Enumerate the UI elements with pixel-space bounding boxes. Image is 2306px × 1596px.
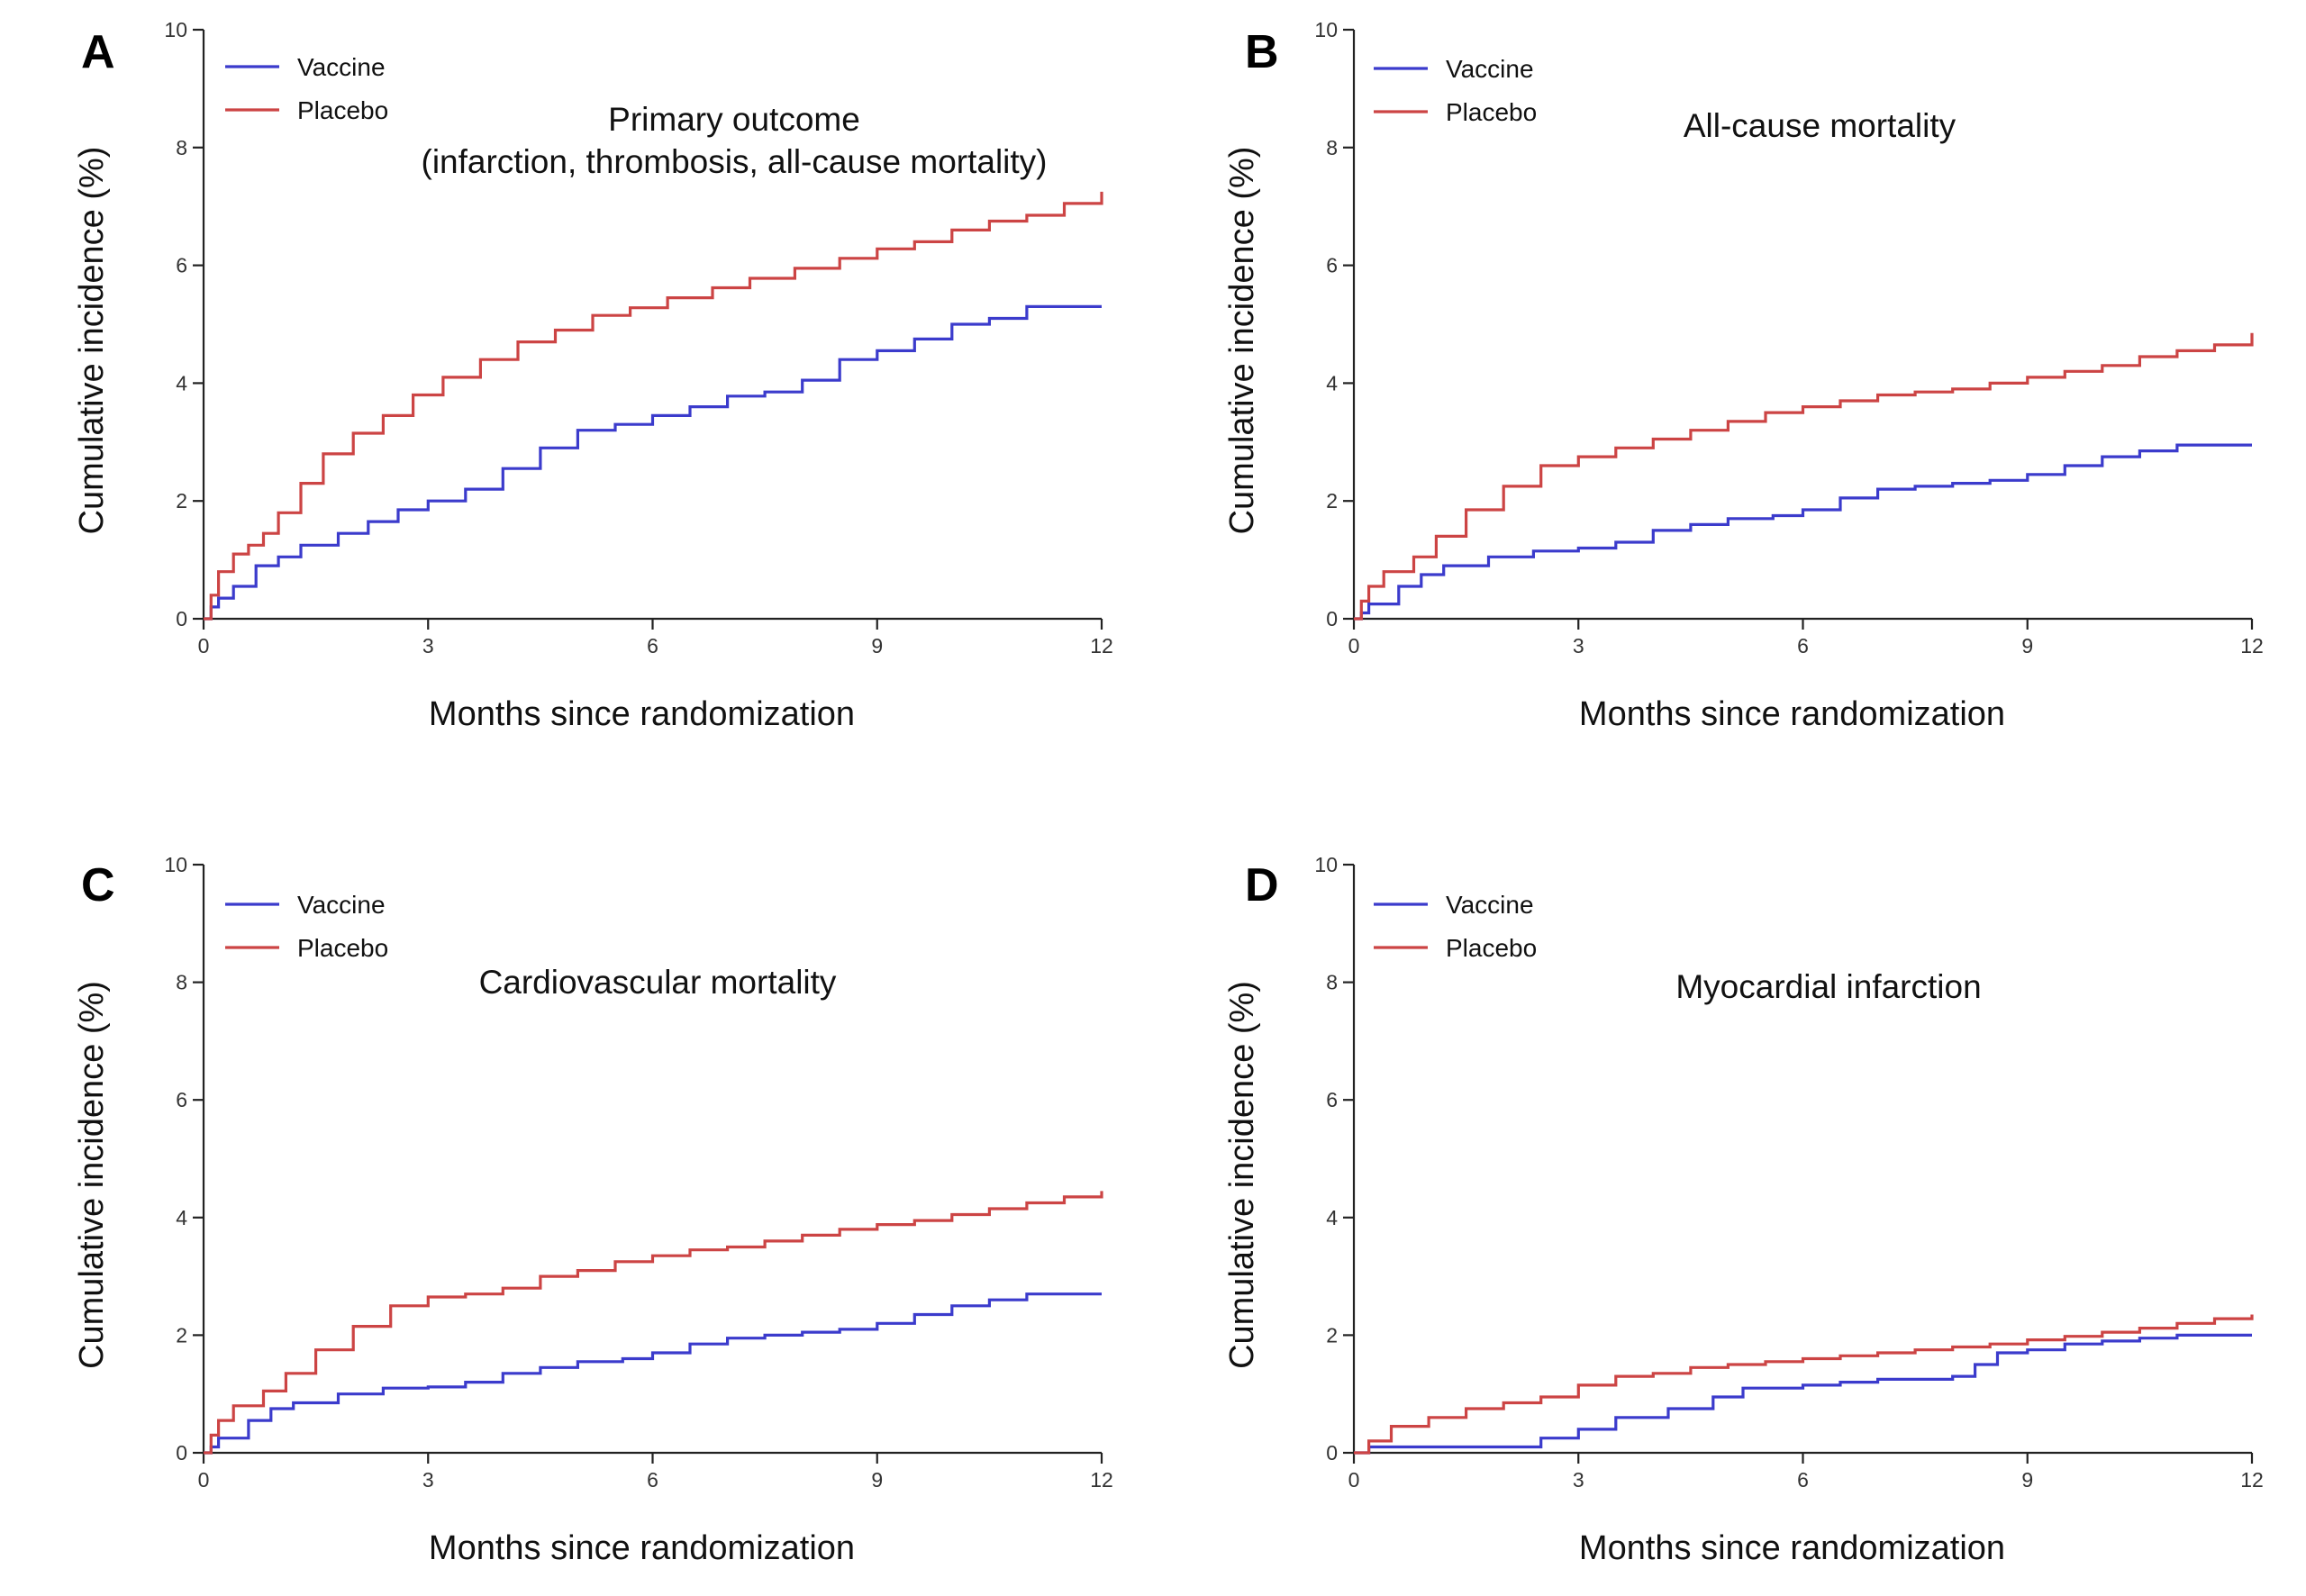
panel-b-series-vaccine-line — [1354, 443, 2252, 621]
panel-c-series-vaccine-line — [204, 1292, 1102, 1455]
panel-c-x-tick-label: 3 — [422, 1468, 434, 1492]
panel-b-legend-placebo-label: Placebo — [1446, 98, 1537, 126]
panel-c-legend-vaccine-label: Vaccine — [297, 891, 386, 919]
panel-a-y-tick-label: 0 — [176, 607, 187, 630]
panel-d-y-tick-label: 0 — [1326, 1441, 1338, 1465]
panel-c-x-axis-title: Months since randomization — [429, 1529, 855, 1567]
panel-a-x-tick-label: 9 — [871, 634, 883, 657]
panel-d-y-tick-label: 2 — [1326, 1323, 1338, 1347]
panel-c-y-tick-label: 6 — [176, 1088, 187, 1111]
panel-a-x-axis-title: Months since randomization — [429, 695, 855, 733]
panel-b-y-tick-label: 0 — [1326, 607, 1338, 630]
panel-c-y-tick-label: 0 — [176, 1441, 187, 1465]
panel-b-letter: B — [1245, 26, 1279, 78]
panel-d-x-tick-label: 12 — [2240, 1468, 2264, 1492]
panel-c-chart: 0 3 6 9 12 0 2 4 6 8 10 Months since randomization C… — [73, 853, 1113, 1567]
panel-d-legend-placebo-label: Placebo — [1446, 934, 1537, 962]
panel-c-title-line: Cardiovascular mortality — [479, 964, 837, 1001]
panel-a-y-tick-label: 6 — [176, 254, 187, 277]
panel-b-y-axis-title: Cumulative incidence (%) — [1223, 147, 1261, 535]
panel-a-x-tick-label: 12 — [1090, 634, 1113, 657]
panel-c-y-tick-label: 10 — [164, 853, 187, 876]
panel-a-y-tick-label: 4 — [176, 371, 187, 394]
panel-b-legend-vaccine-label: Vaccine — [1446, 55, 1534, 83]
panel-a-series-vaccine-line — [204, 304, 1102, 621]
panel-b-chart: 0 3 6 9 12 0 2 4 6 8 10 Months since randomization C… — [1223, 18, 2264, 733]
panel-a-title-line: Primary outcome — [608, 101, 860, 138]
panel-a-letter: A — [81, 26, 115, 78]
panel-c-x-tick-label: 6 — [647, 1468, 658, 1492]
panel-c-y-tick-label: 4 — [176, 1206, 187, 1229]
panel-d-x-tick-label: 6 — [1797, 1468, 1809, 1492]
panel-b-y-tick-label: 8 — [1326, 136, 1338, 159]
panel-d-y-axis-title: Cumulative incidence (%) — [1223, 981, 1261, 1369]
panel-b-x-tick-label: 12 — [2240, 634, 2264, 657]
panel-d-x-tick-label: 0 — [1348, 1468, 1360, 1492]
panel-a-x-tick-label: 0 — [198, 634, 210, 657]
panel-d-x-tick-label: 3 — [1573, 1468, 1584, 1492]
panel-c-y-tick-label: 2 — [176, 1323, 187, 1347]
panel-d-x-tick-label: 9 — [2021, 1468, 2033, 1492]
panel-a-y-tick-label: 8 — [176, 136, 187, 159]
panel-a-y-tick-label: 2 — [176, 489, 187, 512]
panel-b-x-tick-label: 0 — [1348, 634, 1360, 657]
panel-c-legend-placebo-label: Placebo — [297, 934, 388, 962]
panel-d-y-tick-label: 6 — [1326, 1088, 1338, 1111]
panel-a-chart: 0 3 6 9 12 0 2 4 6 8 10 Months since randomization C… — [73, 18, 1113, 733]
panel-a-series-placebo-line — [204, 191, 1103, 621]
panel-b-x-tick-label: 3 — [1573, 634, 1584, 657]
panel-d-legend-vaccine-label: Vaccine — [1446, 891, 1534, 919]
panel-b-x-tick-label: 6 — [1797, 634, 1809, 657]
panel-a-y-tick-label: 10 — [164, 18, 187, 41]
panel-d-y-tick-label: 8 — [1326, 971, 1338, 994]
panel-d-series-vaccine-line — [1354, 1333, 2252, 1455]
panel-b-y-tick-label: 4 — [1326, 371, 1338, 394]
panel-a-legend-placebo-label: Placebo — [297, 96, 388, 124]
panel-a-y-axis-title: Cumulative incidence (%) — [73, 147, 111, 535]
panel-d-y-tick-label: 4 — [1326, 1206, 1338, 1229]
panel-a-title-line: (infarction, thrombosis, all-cause morta… — [422, 143, 1048, 180]
panel-c-y-axis-title: Cumulative incidence (%) — [73, 981, 111, 1369]
panel-d-chart: 0 3 6 9 12 0 2 4 6 8 10 Months since randomization C… — [1223, 853, 2264, 1567]
panel-d-x-axis-title: Months since randomization — [1579, 1529, 2005, 1567]
panel-d-y-tick-label: 10 — [1314, 853, 1338, 876]
panel-d-series-placebo-line — [1354, 1314, 2254, 1455]
panel-c-x-tick-label: 0 — [198, 1468, 210, 1492]
panel-b-x-tick-label: 9 — [2021, 634, 2033, 657]
panel-a-x-tick-label: 3 — [422, 634, 434, 657]
panel-c-x-tick-label: 12 — [1090, 1468, 1113, 1492]
panel-a-x-tick-label: 6 — [647, 634, 658, 657]
panel-b-title-line: All-cause mortality — [1684, 107, 1956, 144]
panel-c-series-placebo-line — [204, 1191, 1103, 1455]
panel-b-x-axis-title: Months since randomization — [1579, 695, 2005, 733]
panel-b-y-tick-label: 10 — [1314, 18, 1338, 41]
panel-b-y-tick-label: 6 — [1326, 254, 1338, 277]
panel-b-series-placebo-line — [1354, 332, 2254, 621]
panel-d-title-line: Myocardial infarction — [1675, 968, 1981, 1005]
panel-b-y-tick-label: 2 — [1326, 489, 1338, 512]
panel-c-y-tick-label: 8 — [176, 971, 187, 994]
panel-c-x-tick-label: 9 — [871, 1468, 883, 1492]
panel-a-legend-vaccine-label: Vaccine — [297, 53, 386, 81]
panel-d-letter: D — [1245, 859, 1279, 911]
panel-c-letter: C — [81, 859, 115, 911]
